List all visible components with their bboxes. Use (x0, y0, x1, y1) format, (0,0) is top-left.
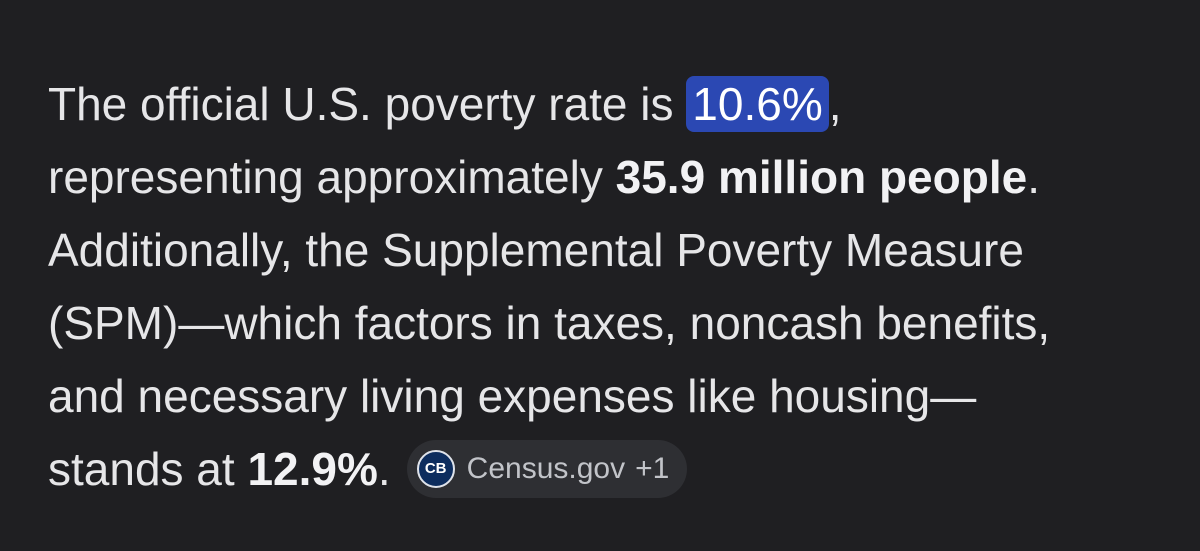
text: stands at (48, 443, 248, 495)
text: and necessary living expenses like housi… (48, 370, 977, 422)
text: Additionally, the Supplemental Poverty M… (48, 224, 1024, 276)
source-chip[interactable]: CB Census.gov +1 (406, 439, 688, 498)
text: . (377, 443, 391, 495)
text-line: (SPM)—which factors in taxes, noncash be… (48, 287, 1050, 360)
text: , (828, 78, 842, 130)
text: . (1027, 151, 1040, 203)
bold-text: 12.9% (247, 443, 378, 495)
text: (SPM)—which factors in taxes, noncash be… (48, 297, 1051, 349)
text-line: The official U.S. poverty rate is 10.6%, (48, 68, 1050, 141)
text-line: representing approximately 35.9 million … (48, 141, 1050, 214)
source-name: Census.gov (466, 452, 626, 486)
answer-text: The official U.S. poverty rate is 10.6%,… (48, 68, 1050, 506)
text-line: Additionally, the Supplemental Poverty M… (48, 214, 1050, 287)
highlight: 10.6% (686, 76, 829, 132)
text: representing approximately (48, 151, 616, 203)
text-line: and necessary living expenses like housi… (48, 360, 1050, 433)
source-more: +1 (635, 452, 670, 486)
source-logo: CB (416, 449, 455, 488)
text-line: stands at 12.9%. CB Census.gov +1 (48, 433, 1050, 506)
bold-text: 35.9 million people (615, 151, 1028, 203)
text: The official U.S. poverty rate is (48, 78, 687, 130)
